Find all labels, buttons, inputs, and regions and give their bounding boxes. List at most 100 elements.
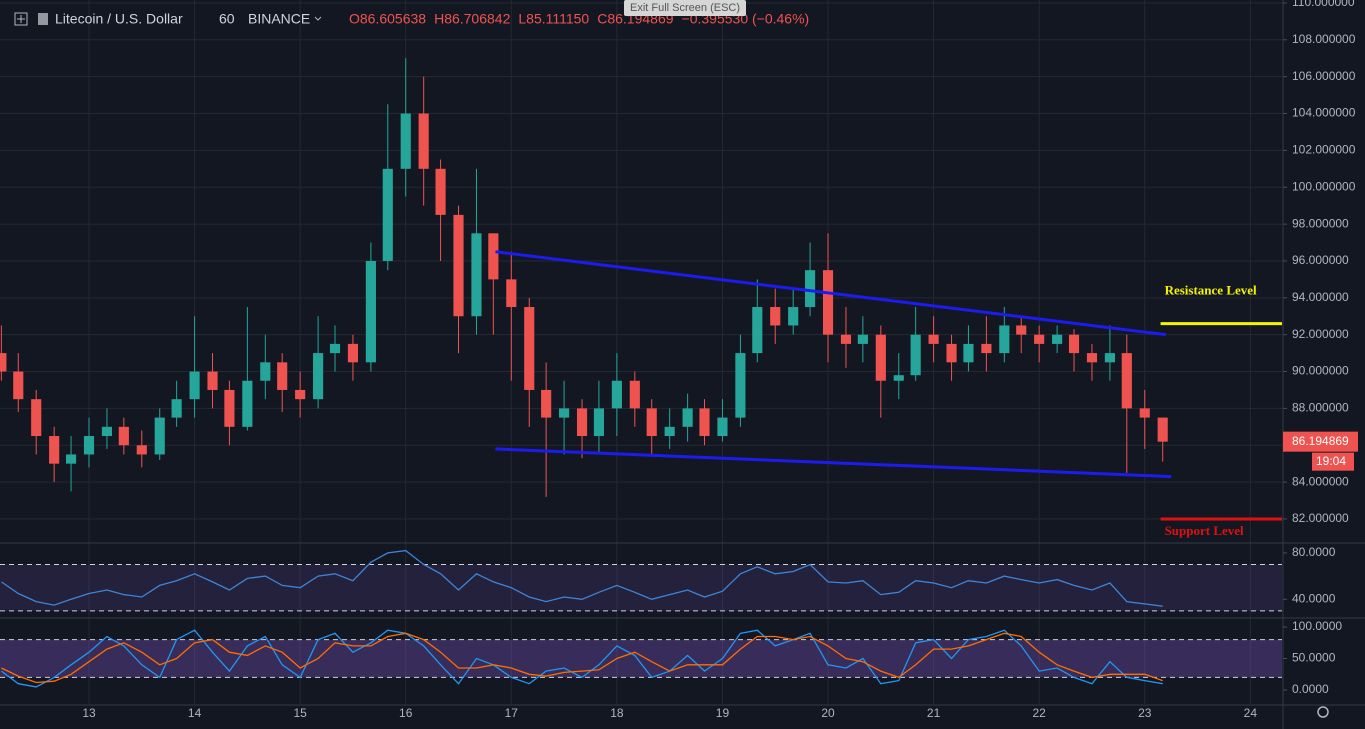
x-tick-label: 14 [188,706,202,720]
symbol-title[interactable]: Litecoin / U.S. Dollar [55,11,183,27]
candle-body [329,343,341,354]
candle-body [224,389,235,427]
y-tick-label: 0.0000 [1292,682,1329,696]
candle-body [629,380,640,409]
candle-body [471,233,482,317]
ohlc-value: O86.605638 [349,11,426,27]
ohlc-value: L85.111150 [518,11,589,27]
candle-body [822,270,834,335]
x-tick-label: 23 [1138,706,1152,720]
candle-body [347,343,359,363]
candle-body [171,399,182,418]
candle-body [1139,408,1150,418]
candle-body [313,353,324,400]
dropdown-caret[interactable] [314,16,322,21]
y-tick-label: 80.0000 [1292,545,1336,559]
candle-body [242,380,253,427]
y-tick-label: 50.0000 [1292,651,1336,665]
x-tick-label: 18 [610,706,624,720]
countdown: 19:04 [1316,454,1346,468]
settings-icon[interactable] [1317,706,1329,718]
x-tick-label: 15 [293,706,307,720]
last-price: 86.194869 [1292,434,1349,448]
candle-body [207,371,218,390]
candle-body [13,371,24,400]
candle-body [646,408,657,437]
candle-body [49,436,60,464]
candle-body [154,417,165,455]
trendline [495,250,1167,337]
candle-body [946,343,957,363]
candle-body [0,353,7,372]
indicator-line [1,549,1163,607]
candle-body [664,426,675,437]
exchange[interactable]: BINANCE [248,11,310,27]
candle-body [999,325,1010,354]
candle-body [611,380,622,409]
candle-body [453,214,464,317]
candle-body [524,307,535,390]
y-tick-label: 82.000000 [1292,511,1349,525]
candle-body [559,408,570,418]
candle-body [735,353,746,418]
header: Litecoin / U.S. Dollar 60 BINANCE O86.60… [14,0,809,27]
y-tick-label: 98.000000 [1292,216,1349,230]
grid [0,0,1282,704]
tooltip-box [624,0,746,16]
candle-body [365,260,376,363]
indicator-line [1,629,1163,688]
candle-body [963,343,974,363]
x-tick-label: 19 [716,706,730,720]
last-price-box [1283,431,1358,452]
candle-body [136,445,147,455]
candle-body [295,389,306,400]
y-tick-label: 88.000000 [1292,401,1349,415]
candle-body [435,168,446,215]
y-tick-label: 84.000000 [1292,474,1349,488]
y-tick-label: 94.000000 [1292,290,1349,304]
candle-body [1016,325,1027,335]
candle-body [699,408,710,437]
candle-body [893,375,904,381]
candle-body [576,408,588,437]
candle-body [31,399,42,437]
expand-icon-plus [17,15,25,23]
candle-body [1121,353,1132,409]
x-tick-label: 24 [1244,706,1258,720]
candle-body [277,362,288,390]
interval[interactable]: 60 [219,11,235,27]
candle-body [382,168,393,261]
y-tick-label: 96.000000 [1292,253,1349,267]
y-tick-label: 90.000000 [1292,364,1349,378]
candle-body [1157,417,1168,442]
candle-body [83,436,95,455]
y-tick-label: 40.0000 [1292,591,1336,605]
candle-body [541,389,552,418]
y-tick-label: 108.000000 [1292,32,1356,46]
candle-body [65,454,77,464]
tooltip: Exit Full Screen (ESC) [630,2,740,14]
x-tick-label: 21 [927,706,941,720]
candle-body [981,343,992,354]
candle-body [1068,334,1080,354]
symbol-icon [38,13,48,25]
expand-icon[interactable] [14,12,28,26]
candle-body [101,426,113,437]
candle-body [682,408,693,427]
x-tick-label: 13 [82,706,96,720]
plot [0,58,1282,688]
candle-body [910,334,921,376]
ohlc-value: H86.706842 [434,11,511,27]
candle-body [260,362,271,381]
x-tick-label: 17 [505,706,519,720]
y-tick-label: 102.000000 [1292,143,1356,157]
band [0,564,1282,611]
x-tick-label: 22 [1032,706,1046,720]
candle-body [752,307,763,354]
candle-body [788,307,799,326]
band [0,639,1282,678]
candle-body [805,270,816,308]
candle-body [857,334,868,344]
y-tick-label: 100.000000 [1292,179,1356,193]
